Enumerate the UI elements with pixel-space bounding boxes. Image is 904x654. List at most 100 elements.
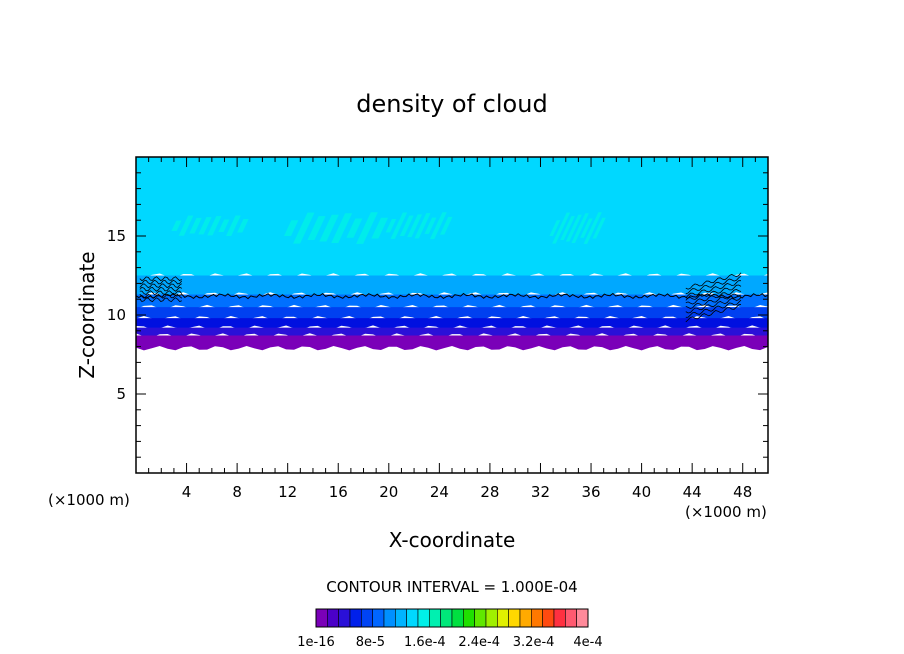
x-tick-label: 8 — [232, 483, 242, 501]
edge-contour — [685, 297, 742, 314]
colorbar-swatch — [474, 608, 487, 628]
colorbar-swatch — [508, 608, 521, 628]
density-patch — [237, 219, 249, 233]
density-patch — [390, 212, 408, 239]
cloud-density-field — [136, 157, 768, 351]
edge-contour — [685, 293, 742, 310]
x-unit-right: (×1000 m) — [685, 503, 767, 521]
y-tick-label: 15 — [107, 227, 126, 245]
density-patch — [189, 217, 202, 234]
colorbar — [315, 608, 589, 628]
edge-contour — [685, 280, 742, 299]
density-patch — [571, 213, 589, 243]
density-patch — [592, 217, 606, 239]
contour-line — [136, 292, 768, 300]
x-tick-label: 16 — [329, 483, 348, 501]
x-axis-ticks: 4 8 12 16 20 24 28 32 36 40 44 48 — [148, 157, 756, 501]
density-patch — [307, 216, 326, 241]
density-patch — [565, 214, 582, 242]
density-patch — [414, 213, 431, 239]
colorbar-label: 1.6e-4 — [404, 635, 446, 650]
density-patch — [552, 212, 571, 244]
density-patch — [198, 217, 212, 235]
density-patch — [583, 212, 602, 244]
density-patch — [207, 216, 222, 236]
colorbar-swatch — [440, 608, 453, 628]
density-patch — [356, 212, 378, 244]
colorbar-swatch — [553, 608, 566, 628]
colorbar-swatch — [361, 608, 373, 628]
edge-contour — [139, 290, 183, 296]
y-tick-label: 10 — [107, 306, 126, 324]
x-tick-label: 36 — [581, 483, 600, 501]
edge-contour — [685, 275, 742, 295]
colorbar-swatch — [383, 608, 396, 628]
x-tick-label: 40 — [632, 483, 651, 501]
colorbar-swatch — [349, 608, 362, 628]
density-patch — [226, 215, 241, 236]
edge-contour — [685, 272, 742, 290]
colorbar-swatch — [565, 608, 577, 628]
colorbar-swatch — [372, 608, 385, 628]
colorbar-label: 1e-16 — [297, 635, 335, 650]
y-axis-ticks: 5 10 15 — [107, 172, 768, 458]
edge-contour — [685, 299, 742, 318]
density-patch — [171, 220, 182, 231]
edge-contour — [139, 286, 182, 292]
colorbar-swatch — [576, 608, 589, 628]
x-tick-label: 4 — [182, 483, 192, 501]
colorbar-swatch — [429, 608, 441, 628]
density-patch — [429, 212, 447, 240]
colorbar-swatch — [451, 608, 464, 628]
contour-interval-label: CONTOUR INTERVAL = 1.000E-04 — [326, 578, 577, 596]
edge-contour — [139, 279, 183, 285]
density-patch — [331, 213, 353, 243]
colorbar-swatch — [531, 608, 543, 628]
edge-contours — [139, 272, 742, 323]
colorbar-swatch — [315, 608, 328, 628]
density-band — [136, 318, 768, 330]
colorbar-swatch — [542, 608, 555, 628]
edge-contour — [685, 284, 742, 301]
density-patch — [549, 220, 561, 236]
colorbar-swatch — [417, 608, 430, 628]
density-patch — [439, 216, 453, 235]
density-band — [136, 307, 768, 321]
density-patch — [319, 214, 339, 242]
colorbar-swatch — [338, 608, 351, 628]
colorbar-swatch — [395, 608, 407, 628]
colorbar-swatch — [327, 608, 339, 628]
density-patch — [385, 219, 397, 233]
density-patch — [293, 212, 315, 244]
x-tick-label: 12 — [278, 483, 297, 501]
density-patch — [178, 215, 194, 236]
density-patch — [399, 215, 414, 237]
density-patch — [580, 218, 593, 238]
edge-contour — [139, 276, 183, 282]
colorbar-label: 8e-5 — [356, 635, 385, 650]
colorbar-labels: 1e-16 8e-5 1.6e-4 2.4e-4 3.2e-4 4e-4 — [297, 635, 602, 650]
colorbar-swatch — [485, 608, 498, 628]
density-band — [136, 335, 768, 351]
edge-contour — [139, 283, 183, 289]
y-tick-label: 5 — [116, 385, 126, 403]
x-tick-label: 32 — [531, 483, 550, 501]
colorbar-label: 2.4e-4 — [458, 635, 500, 650]
x-tick-label: 28 — [480, 483, 499, 501]
density-band — [136, 327, 768, 338]
density-patch — [424, 217, 437, 234]
x-unit-left: (×1000 m) — [48, 491, 130, 509]
density-patch — [371, 217, 389, 239]
density-patch — [284, 220, 299, 236]
x-tick-label: 44 — [683, 483, 702, 501]
density-band — [136, 275, 768, 297]
density-patch — [218, 219, 230, 232]
colorbar-label: 3.2e-4 — [513, 635, 555, 650]
y-axis-label: Z-coordinate — [75, 251, 99, 378]
colorbar-swatch — [519, 608, 532, 628]
high-density-patches — [171, 212, 606, 244]
x-axis-label: X-coordinate — [389, 528, 516, 552]
edge-contour — [685, 288, 742, 305]
density-patch — [346, 218, 363, 238]
